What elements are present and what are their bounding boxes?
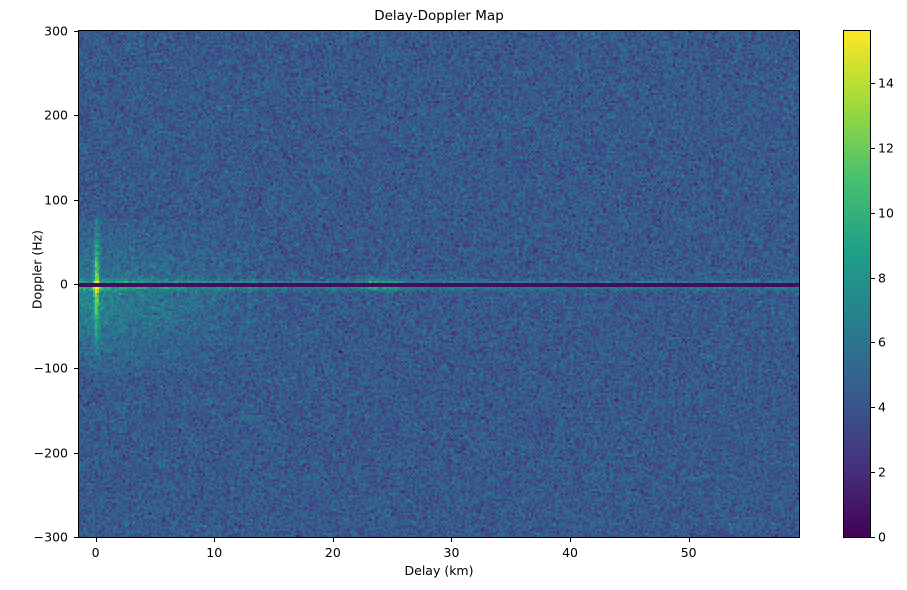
- x-tick-label: 10: [206, 545, 223, 560]
- y-tick-mark: [74, 31, 78, 32]
- x-tick-label: 0: [91, 545, 100, 560]
- colorbar-tick-mark: [871, 277, 875, 279]
- page-title: Delay-Doppler Map: [374, 8, 504, 24]
- x-tick-label: 40: [562, 545, 579, 560]
- y-axis-label: Doppler (Hz): [29, 229, 45, 310]
- y-tick-label: −200: [33, 445, 68, 461]
- y-tick-mark: [74, 199, 78, 201]
- colorbar-tick-label: 2: [878, 464, 886, 480]
- colorbar-tick-label: 8: [878, 270, 886, 285]
- colorbar-tick-label: 14: [878, 75, 894, 91]
- y-tick-label: 100: [44, 192, 68, 208]
- colorbar-tick-label: 12: [878, 140, 894, 156]
- x-tick-mark: [688, 538, 690, 542]
- x-tick-mark: [214, 538, 216, 542]
- y-tick-mark: [74, 537, 78, 538]
- colorbar-tick-mark: [871, 212, 875, 214]
- x-tick-label: 30: [443, 545, 460, 560]
- x-tick-mark: [451, 538, 453, 542]
- x-tick-mark: [95, 538, 97, 542]
- y-tick-mark: [74, 115, 78, 117]
- heatmap-plot-area[interactable]: [78, 30, 800, 538]
- y-tick-label: −100: [33, 360, 68, 376]
- y-tick-mark: [74, 284, 78, 285]
- x-tick-label: 50: [680, 545, 697, 560]
- y-tick-label: 200: [44, 107, 68, 123]
- y-tick-label: 0: [60, 276, 68, 292]
- y-tick-label: −300: [33, 529, 68, 545]
- colorbar-tick-mark: [871, 472, 875, 474]
- colorbar-tick-label: 0: [878, 529, 886, 545]
- x-tick-mark: [570, 538, 572, 542]
- y-tick-label: 300: [44, 23, 68, 39]
- colorbar-tick-label: 10: [878, 205, 894, 221]
- x-axis-label: Delay (km): [404, 563, 474, 578]
- x-tick-label: 20: [324, 545, 341, 560]
- x-tick-mark: [332, 538, 334, 542]
- colorbar-tick-mark: [871, 82, 875, 84]
- colorbar-tick-mark: [871, 147, 875, 149]
- colorbar-gradient: [844, 31, 870, 537]
- delay-doppler-heatmap: [79, 31, 799, 537]
- y-tick-mark: [74, 368, 78, 370]
- colorbar-tick-mark: [871, 407, 875, 409]
- colorbar-tick-label: 6: [878, 334, 886, 350]
- colorbar-tick-mark: [871, 537, 875, 538]
- colorbar[interactable]: [843, 30, 871, 538]
- y-tick-mark: [74, 452, 78, 454]
- colorbar-tick-mark: [871, 342, 875, 344]
- colorbar-tick-label: 4: [878, 399, 886, 415]
